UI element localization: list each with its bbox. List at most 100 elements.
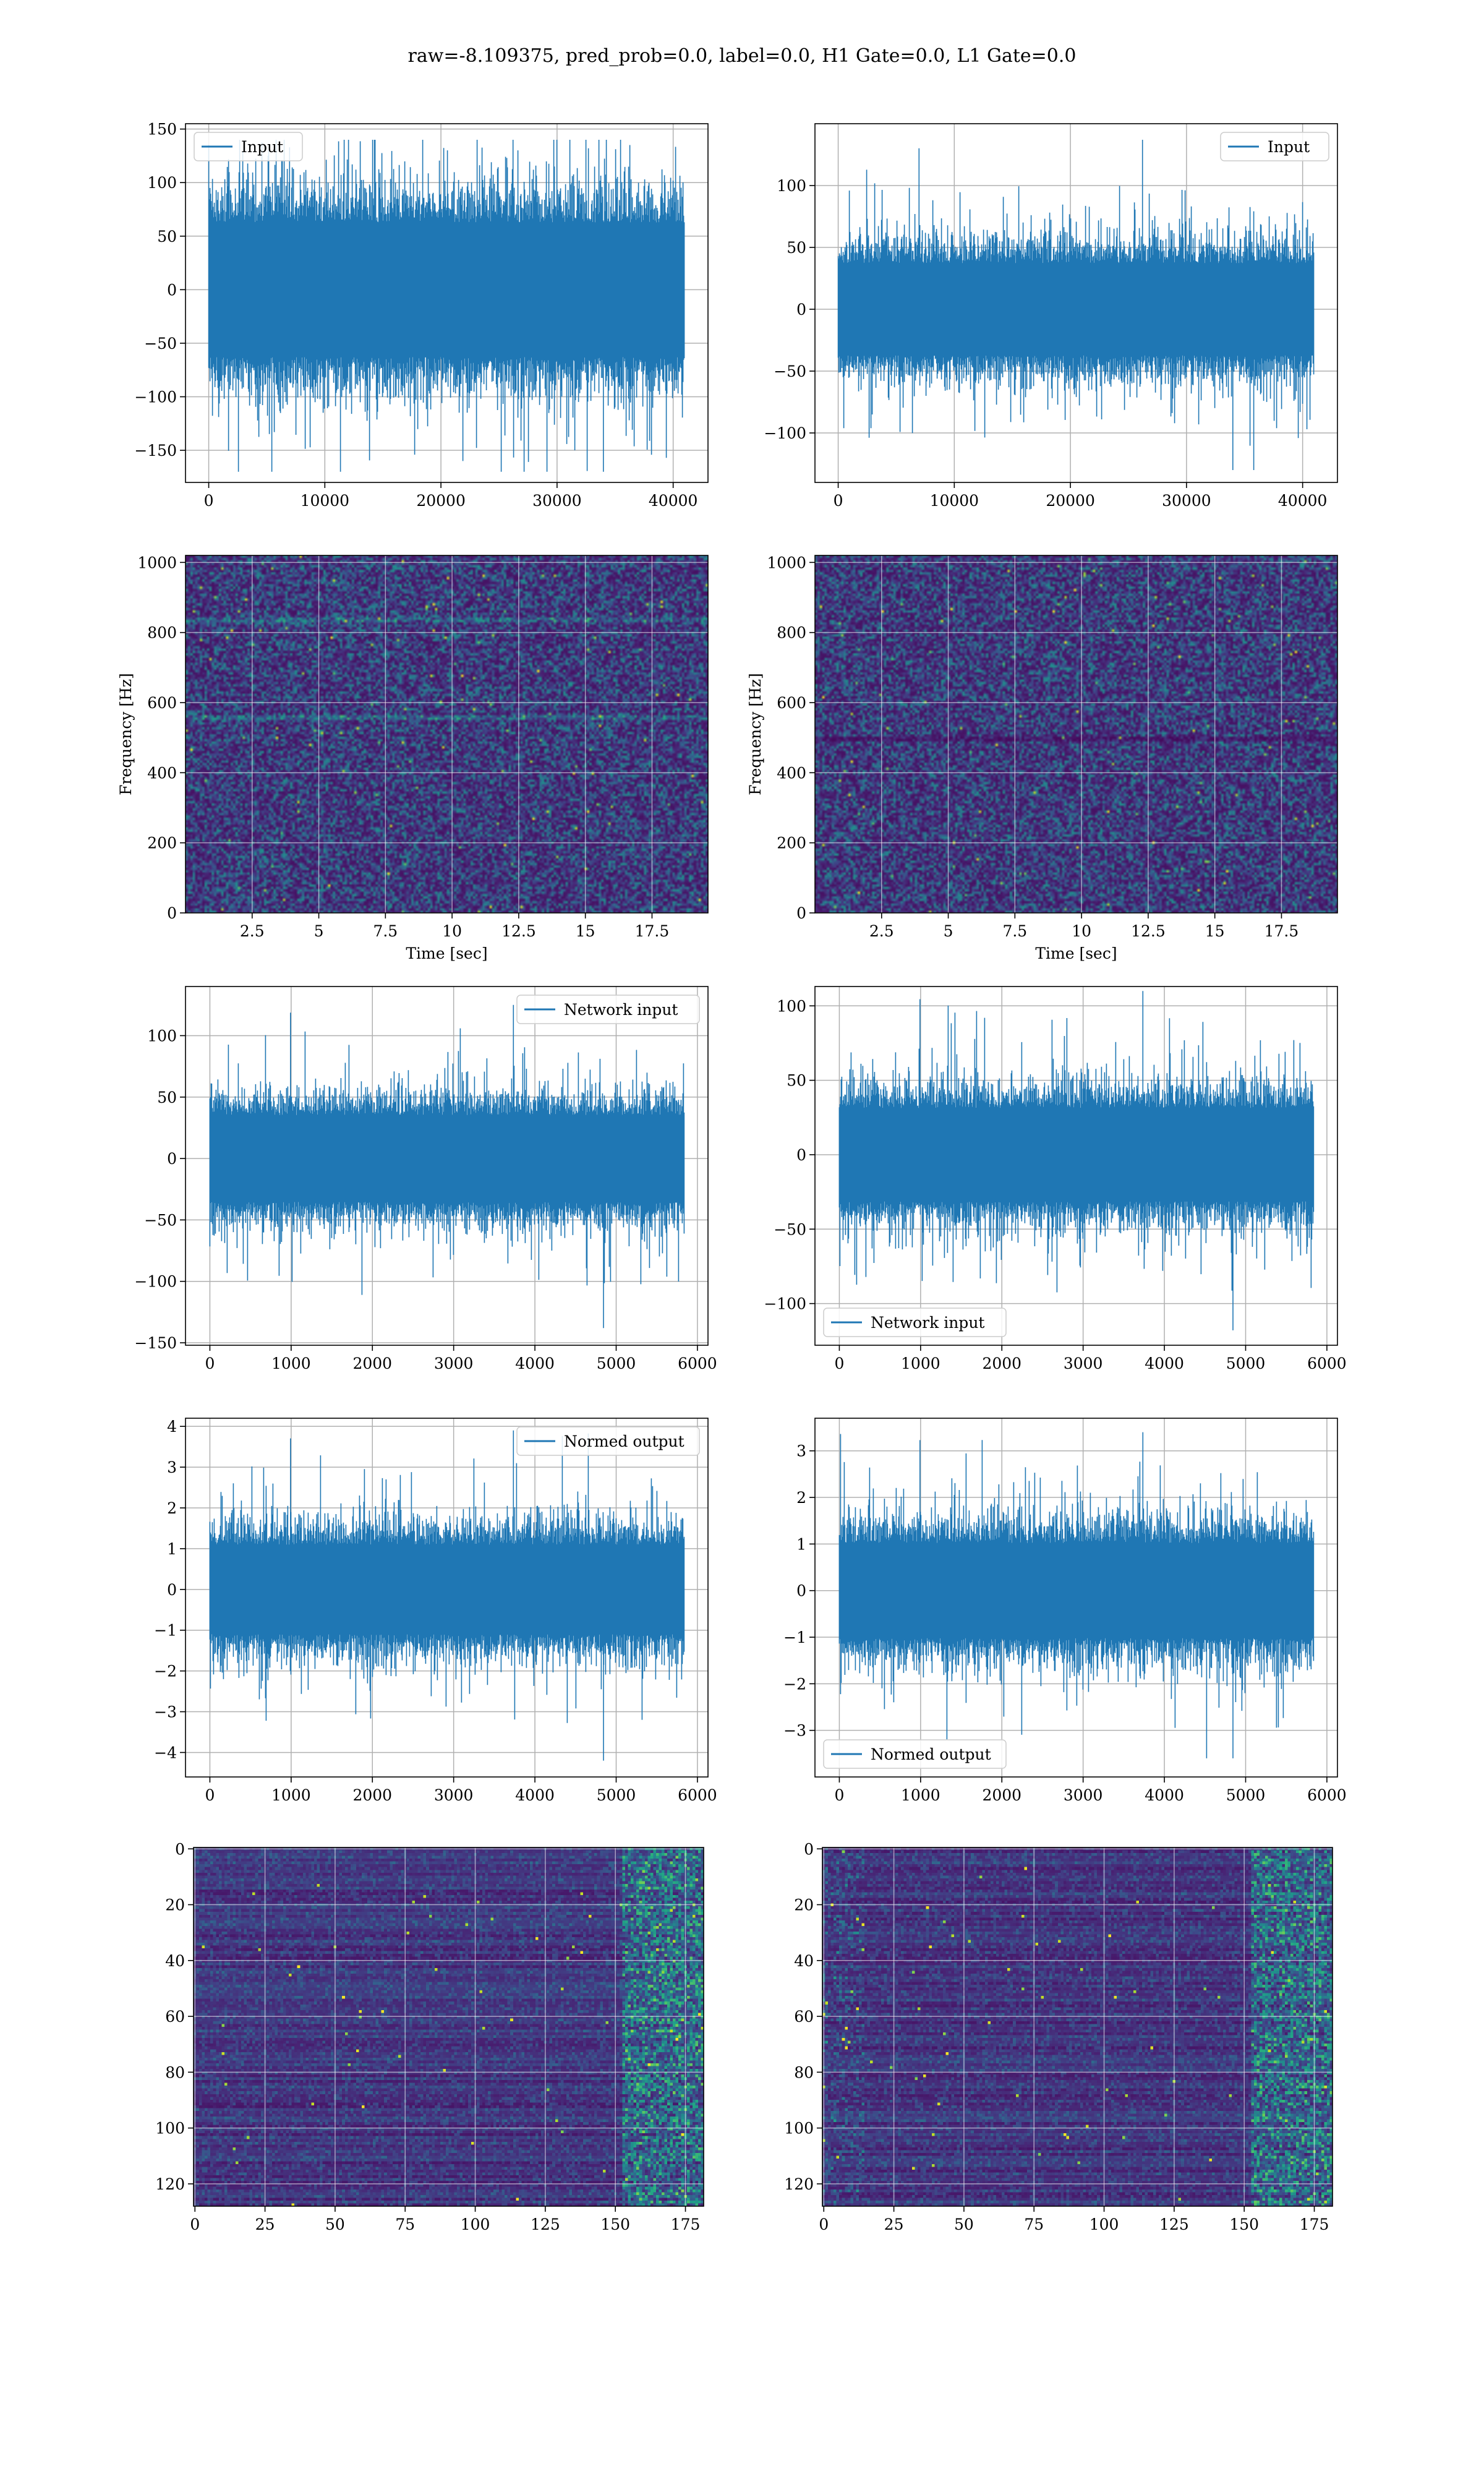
normed-output-right-ytick-label: −1 <box>783 1629 806 1646</box>
feature-map-right-xtick-label: 125 <box>1159 2215 1189 2233</box>
network-input-left-axes: 0 1000 2000 3000 4000 5000 6000 −150 −100 −50 0 50 1… <box>134 986 717 1372</box>
normed-output-right-legend: Normed output <box>823 1739 1007 1769</box>
network-input-right-xtick-label: 5000 <box>1226 1355 1266 1372</box>
normed-output-right-legend-label: Normed output <box>871 1745 991 1763</box>
feature-map-left-ytick-label: 120 <box>155 2175 185 2193</box>
network-input-left-frame <box>185 986 709 1346</box>
feature-map-right-xtick-label: 50 <box>954 2215 974 2233</box>
spectrogram-right-ylabel: Frequency [Hz] <box>746 673 764 795</box>
network-input-right-frame <box>814 986 1338 1346</box>
panels: 0 10000 20000 30000 40000−150−100−5005010015… <box>117 121 1347 2233</box>
network-input-right-legend-label: Network input <box>871 1314 984 1332</box>
network-input-right-xtick-label: 1000 <box>901 1355 940 1372</box>
network-input-left-ytick-label: −150 <box>134 1334 177 1352</box>
network-input-left-ytick-label: 50 <box>157 1089 177 1106</box>
feature-map-left-xtick-label: 125 <box>531 2215 560 2233</box>
network-input-left-legend-box <box>516 995 700 1024</box>
network-input-right-xtick-label: 0 <box>834 1355 844 1372</box>
input-left-legend: Input <box>194 132 303 161</box>
spectrogram-right-ytick-label: 400 <box>777 764 806 782</box>
spectrogram-left-ylabel: Frequency [Hz] <box>117 673 135 795</box>
network-input-left-ytick-label: −50 <box>144 1211 177 1229</box>
spectrogram-right-xtick-label: 2.5 <box>869 922 894 940</box>
spectrogram-right-heatmap-image <box>815 555 1337 913</box>
spectrogram-left-ytick-label: 400 <box>147 764 177 782</box>
normed-output-left-xtick-label: 2000 <box>352 1786 392 1804</box>
feature-map-left-ytick-label: 40 <box>165 1952 185 1970</box>
network-input-right-ytick-label: 0 <box>796 1146 806 1164</box>
input-left-legend-box <box>194 132 303 161</box>
network-input-right-ytick-label: 50 <box>787 1072 806 1090</box>
input-left-ytick-label: 150 <box>147 121 177 139</box>
network-input-left-xtick-label: 6000 <box>678 1355 717 1372</box>
network-input-left-ytick-label: −100 <box>134 1273 177 1291</box>
spectrogram-left-ytick-label: 800 <box>147 624 177 642</box>
normed-output-right-xtick-label: 1000 <box>901 1786 940 1804</box>
spectrogram-right-xtick-label: 7.5 <box>1002 922 1027 940</box>
network-input-left-series-line <box>209 1004 685 1329</box>
input-right-ytick-label: −100 <box>764 424 806 442</box>
feature-map-left-xtick-label: 0 <box>190 2215 200 2233</box>
input-right-axes: 0 10000 20000 30000 40000 −100 −50 0 50 100 Input <box>764 123 1338 510</box>
input-right-xtick-label: 30000 <box>1162 492 1211 510</box>
normed-output-left-ytick-label: −1 <box>154 1622 177 1640</box>
spectrogram-left-xlabel: Time [sec] <box>406 944 487 962</box>
network-input-right-ytick-label: −100 <box>764 1295 806 1313</box>
input-left-xtick-label: 0 <box>204 492 214 510</box>
normed-output-left-ytick-label: −4 <box>154 1744 177 1761</box>
spectrogram-right-xtick-label: 15 <box>1205 922 1225 940</box>
feature-map-right-frame <box>822 1847 1333 2207</box>
normed-output-right-series-line <box>838 1432 1315 1758</box>
normed-output-right-legend-box <box>823 1739 1007 1769</box>
input-left-axes: 0 10000 20000 30000 40000 −150 −100 −50 0 50 100 15… <box>134 121 709 510</box>
input-right-legend: Input <box>1220 132 1329 161</box>
network-input-left-ytick-label: 0 <box>167 1150 177 1168</box>
normed-output-right-ytick-label: 2 <box>796 1489 806 1507</box>
normed-output-left-legend: Normed output <box>516 1426 700 1456</box>
network-input-right-series-line <box>838 991 1315 1330</box>
feature-map-right-ytick-label: 80 <box>794 2063 814 2081</box>
normed-output-left-ytick-label: 3 <box>167 1458 177 1476</box>
normed-output-left-ytick-label: 4 <box>167 1418 177 1436</box>
feature-map-left-xtick-label: 50 <box>325 2215 345 2233</box>
input-left-ytick-label: −150 <box>134 442 177 460</box>
spectrogram-left-xtick-label: 15 <box>576 922 595 940</box>
normed-output-right-ytick-label: 0 <box>796 1582 806 1600</box>
network-input-left-xtick-label: 2000 <box>352 1355 392 1372</box>
input-right-legend-label: Input <box>1268 138 1310 156</box>
input-right-legend-box <box>1220 132 1329 161</box>
spectrogram-right-xtick-label: 17.5 <box>1264 922 1299 940</box>
feature-map-left-frame <box>193 1847 704 2207</box>
input-left-ytick-label: 0 <box>167 281 177 299</box>
spectrogram-left-frame <box>185 555 709 914</box>
input-left-xtick-label: 20000 <box>416 492 466 510</box>
network-input-right-ytick-label: −50 <box>774 1220 806 1238</box>
normed-output-right-ytick-label: −2 <box>783 1675 806 1693</box>
normed-output-right-ytick-label: −3 <box>783 1722 806 1740</box>
input-left-series-line <box>208 140 685 472</box>
spectrogram-left-ytick-label: 1000 <box>137 554 177 571</box>
input-right-ytick-label: 100 <box>777 177 806 195</box>
spectrogram-right-ytick-label: 0 <box>796 904 806 922</box>
input-right-xtick-label: 40000 <box>1278 492 1328 510</box>
feature-map-right-heatmap-image <box>822 1847 1333 2206</box>
normed-output-right-frame <box>814 1418 1338 1778</box>
input-right-frame <box>814 123 1338 483</box>
spectrogram-left-ytick-label: 0 <box>167 904 177 922</box>
feature-map-left-ytick-label: 20 <box>165 1896 185 1914</box>
feature-map-right-xtick-label: 175 <box>1300 2215 1329 2233</box>
feature-map-right-xtick-label: 100 <box>1090 2215 1119 2233</box>
feature-map-left-ytick-label: 0 <box>175 1840 185 1858</box>
network-input-right-axes: 0 1000 2000 3000 4000 5000 6000 −100 −50 0 50 100 Ne… <box>764 986 1347 1372</box>
feature-map-right-ytick-label: 40 <box>794 1952 814 1970</box>
normed-output-left-xtick-label: 6000 <box>678 1786 717 1804</box>
spectrogram-left-xtick-label: 17.5 <box>635 922 670 940</box>
input-right-xtick-label: 0 <box>834 492 843 510</box>
input-right-ytick-label: 0 <box>796 301 806 319</box>
input-left-ytick-label: −100 <box>134 388 177 406</box>
network-input-right-ytick-label: 100 <box>777 997 806 1015</box>
feature-map-left-axes: 0 25 50 75 100 125 150 175 0 20 40 60 80 100 120 <box>155 1840 704 2233</box>
feature-map-left-xtick-label: 175 <box>671 2215 701 2233</box>
spectrogram-right-xlabel: Time [sec] <box>1035 944 1117 962</box>
